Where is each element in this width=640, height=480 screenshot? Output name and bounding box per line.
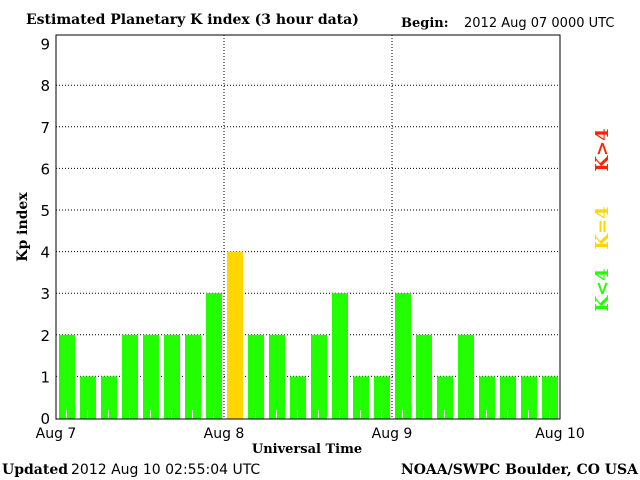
- y-tick-label: 9: [40, 36, 50, 54]
- x-tick-label: Aug 10: [535, 426, 585, 442]
- bars: [59, 251, 558, 419]
- y-tick-label: 4: [40, 244, 50, 262]
- kp-bar: [311, 334, 327, 419]
- y-tick-label: 7: [40, 119, 50, 137]
- x-ticks: Aug 7 Aug 8 Aug 9 Aug 10: [36, 426, 585, 442]
- chart-title: Estimated Planetary K index (3 hour data…: [26, 12, 359, 28]
- plot-frame: [55, 34, 561, 420]
- y-tick-label: 2: [40, 327, 50, 345]
- kp-bar: [458, 334, 474, 419]
- kp-bar: [416, 334, 432, 419]
- kp-bar: [206, 293, 222, 419]
- kp-bar: [59, 334, 75, 419]
- x-axis-label: Universal Time: [252, 442, 362, 457]
- kp-bar: [122, 334, 138, 419]
- kp-bar: [101, 376, 117, 419]
- y-tick-label: 1: [40, 368, 50, 386]
- kp-bar: [248, 334, 264, 419]
- kp-bar: [227, 251, 243, 419]
- x-tick-label: Aug 7: [36, 426, 77, 442]
- kp-bar: [521, 376, 537, 419]
- legend-item: K=4: [592, 206, 613, 249]
- y-tick-label: 5: [40, 202, 50, 220]
- legend: K<4 K=4 K>4: [592, 128, 613, 311]
- kp-bar: [164, 334, 180, 419]
- y-tick-label: 3: [40, 285, 50, 303]
- grid: [56, 35, 560, 419]
- kp-bar: [500, 376, 516, 419]
- begin-label: Begin:: [401, 16, 449, 31]
- kp-bar: [479, 376, 495, 419]
- y-axis-label: Kp index: [15, 192, 31, 262]
- kp-bar: [542, 376, 558, 419]
- kp-bar: [353, 376, 369, 419]
- kp-bar: [290, 376, 306, 419]
- updated-value: 2012 Aug 10 02:55:04 UTC: [71, 462, 260, 478]
- begin-value: 2012 Aug 07 0000 UTC: [464, 16, 614, 31]
- kp-bar: [80, 376, 96, 419]
- kp-bar: [395, 293, 411, 419]
- y-ticks: 0 1 2 3 4 5 6 7 8 9: [40, 36, 50, 428]
- y-tick-label: 6: [40, 160, 50, 178]
- kp-bar: [143, 334, 159, 419]
- legend-item: K>4: [592, 128, 613, 171]
- x-tick-label: Aug 9: [372, 426, 413, 442]
- updated-label: Updated: [2, 462, 68, 478]
- kp-bar: [332, 293, 348, 419]
- legend-item: K<4: [592, 268, 613, 311]
- kp-bar: [374, 376, 390, 419]
- kp-bar: [269, 334, 285, 419]
- kp-bar: [185, 334, 201, 419]
- kp-bar: [437, 376, 453, 419]
- x-tick-label: Aug 8: [204, 426, 245, 442]
- source-label: NOAA/SWPC Boulder, CO USA: [401, 462, 639, 478]
- y-tick-label: 0: [40, 410, 50, 428]
- y-tick-label: 8: [40, 77, 50, 95]
